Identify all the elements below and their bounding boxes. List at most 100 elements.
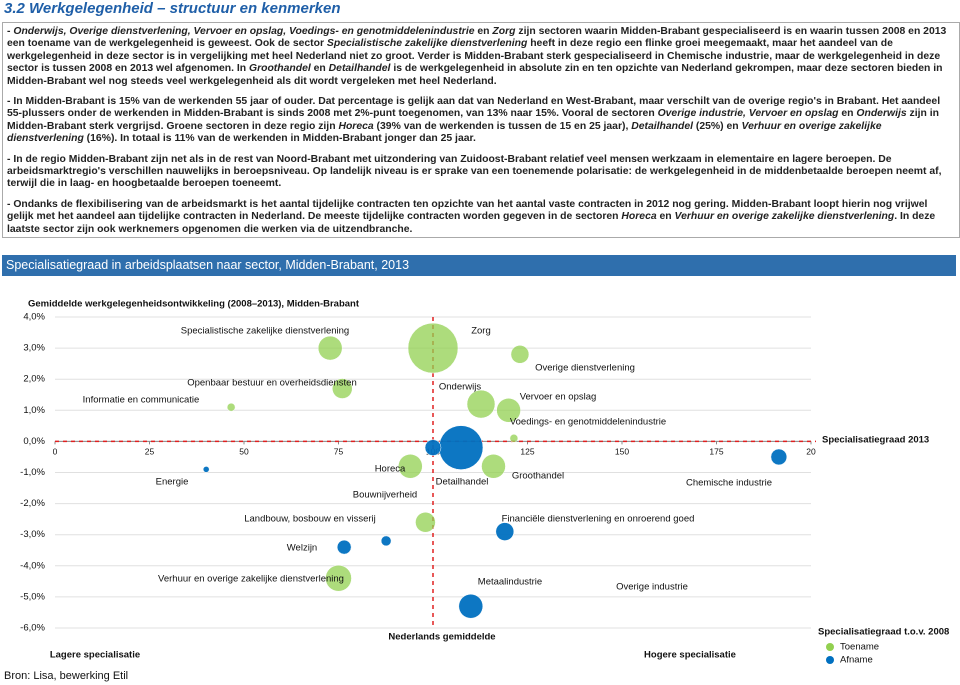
x-tick-label: 150	[615, 447, 629, 457]
bubble	[202, 466, 210, 473]
page-title: 3.2 Werkgelegenheid – structuur en kenme…	[4, 0, 341, 17]
bubble	[317, 335, 343, 361]
text-run: zijn in Midden-Brabant sterk vergrijsd. …	[7, 108, 939, 132]
legend-swatch	[826, 643, 834, 651]
legend-label: Afname	[840, 655, 873, 666]
low-label: Lagere specialisatie	[50, 650, 140, 661]
text-run: Specialistische zakelijke dienstverlenin…	[326, 38, 528, 50]
bubble-label: Overige industrie	[616, 582, 688, 593]
y-tick-label: 2,0%	[23, 374, 45, 385]
bubble-label: Financiële dienstverlening en onroerend …	[502, 514, 695, 525]
y-tick-label: -4,0%	[20, 560, 45, 571]
y-tick-label: -3,0%	[20, 529, 45, 540]
text-run: - Ondanks de flexibilisering van de arbe…	[7, 198, 928, 223]
text-run: Overige industrie, Vervoer en opslag	[657, 108, 839, 120]
text-run: Groothandel	[248, 63, 311, 75]
bubble	[458, 593, 484, 619]
bubble	[336, 539, 352, 555]
bubble-label: Energie	[156, 477, 189, 488]
bubble	[424, 439, 442, 456]
text-run: - In de regio Midden-Brabant zijn net al…	[7, 153, 942, 190]
x-tick-label: 125	[520, 447, 534, 457]
text-run: - In Midden-Brabant is 15% van de werken…	[7, 96, 941, 120]
paragraph: - Ondanks de flexibilisering van de arbe…	[7, 199, 955, 236]
x-tick-label: 175	[709, 447, 723, 457]
bubble	[496, 398, 521, 423]
x-tick-label: 0	[53, 447, 58, 457]
text-run: . In deze laatste sector zijn ook werkne…	[7, 211, 936, 235]
y-tick-label: 3,0%	[23, 343, 45, 354]
text-run: en	[838, 108, 857, 120]
bubble-label: Horeca	[375, 464, 406, 475]
bubble-label: Groothandel	[512, 471, 564, 482]
y-tick-label: -5,0%	[20, 591, 45, 602]
text-run: Onderwijs, Overige dienstverlening, Verv…	[13, 26, 475, 37]
text-run: Horeca	[621, 211, 657, 223]
text-run: (39% van de werkenden is tussen de 15 en…	[373, 120, 632, 132]
bubble	[466, 389, 496, 419]
paragraph: - In de regio Midden-Brabant zijn net al…	[7, 154, 955, 191]
text-run: zijn sectoren waarin Midden-Brabant gesp…	[7, 26, 947, 50]
bubble-label: Verhuur en overige zakelijke dienstverle…	[158, 574, 344, 585]
text-run: (16%). In totaal is 11% van de werkenden…	[83, 133, 476, 145]
y-tick-label: 0,0%	[23, 436, 45, 447]
text-box: - Onderwijs, Overige dienstverlening, Ve…	[2, 22, 960, 238]
y-tick-label: -1,0%	[20, 467, 45, 478]
bubble	[332, 378, 353, 399]
y-tick-label: 1,0%	[23, 405, 45, 416]
y-tick-label: 4,0%	[23, 312, 45, 323]
legend-swatch	[826, 656, 834, 664]
bubble-label: Bouwnijverheid	[353, 490, 417, 501]
x-axis-title: Specialisatiegraad 2013	[822, 435, 929, 446]
bubble-label: Openbaar bestuur en overheidsdiensten	[187, 378, 357, 389]
x-tick-label: 50	[239, 447, 249, 457]
text-run: Zorg	[492, 26, 516, 37]
bubble-label: Overige dienstverlening	[535, 363, 635, 374]
bubble-label: Zorg	[471, 326, 491, 337]
bubble-label: Informatie en communicatie	[83, 395, 200, 406]
bubble-label: Vervoer en opslag	[520, 392, 597, 403]
bubble-label: Welzijn	[287, 543, 317, 554]
text-run: en	[474, 26, 493, 37]
bubble	[380, 535, 392, 547]
reference-label: Nederlands gemiddelde	[388, 632, 495, 643]
paragraph: - In Midden-Brabant is 15% van de werken…	[7, 96, 955, 146]
bubble	[509, 434, 519, 443]
bubble-label: Voedings- en genotmiddelenindustrie	[510, 417, 666, 428]
text-run: Horeca	[338, 120, 374, 132]
text-run: en	[310, 63, 329, 75]
y-axis-title: Gemiddelde werkgelegenheidsontwikkeling …	[28, 299, 360, 310]
text-run: Verhuur en overige zakelijke dienstverle…	[674, 211, 895, 223]
text-run: en	[656, 211, 675, 223]
bubble-label: Detailhandel	[436, 477, 489, 488]
legend-title: Specialisatiegraad t.o.v. 2008	[818, 627, 949, 638]
y-tick-label: -6,0%	[20, 623, 45, 634]
bubble	[495, 522, 515, 541]
bubble	[407, 322, 459, 374]
bubble	[325, 564, 352, 592]
text-run: Detailhandel	[328, 63, 391, 75]
bubble	[438, 425, 484, 470]
bubble-label: Landbouw, bosbouw en visserij	[244, 514, 376, 525]
text-run: Onderwijs	[856, 108, 907, 120]
text-run: Verhuur en overige zakelijke dienstverle…	[7, 120, 882, 145]
text-run: heeft in deze regio een flinke groei mee…	[7, 38, 941, 75]
bubble	[510, 345, 530, 364]
text-run: is de werkgelegenheid in absolute zin en…	[7, 63, 943, 87]
text-run: (25%) en	[693, 120, 742, 132]
text-run: -	[7, 26, 14, 37]
bubble-label: Chemische industrie	[686, 478, 772, 489]
high-label: Hogere specialisatie	[644, 650, 736, 661]
bubble	[415, 512, 436, 533]
legend-label: Toename	[840, 642, 879, 653]
source: Bron: Lisa, bewerking Etil	[4, 670, 128, 682]
text-run: Detailhandel	[631, 120, 694, 132]
bubble	[226, 402, 236, 412]
y-tick-label: -2,0%	[20, 498, 45, 509]
bubble	[481, 454, 506, 479]
bubble	[770, 448, 788, 466]
bubble-label: Onderwijs	[439, 382, 481, 393]
x-tick-label: 20	[806, 447, 816, 457]
x-tick-label: 75	[334, 447, 344, 457]
